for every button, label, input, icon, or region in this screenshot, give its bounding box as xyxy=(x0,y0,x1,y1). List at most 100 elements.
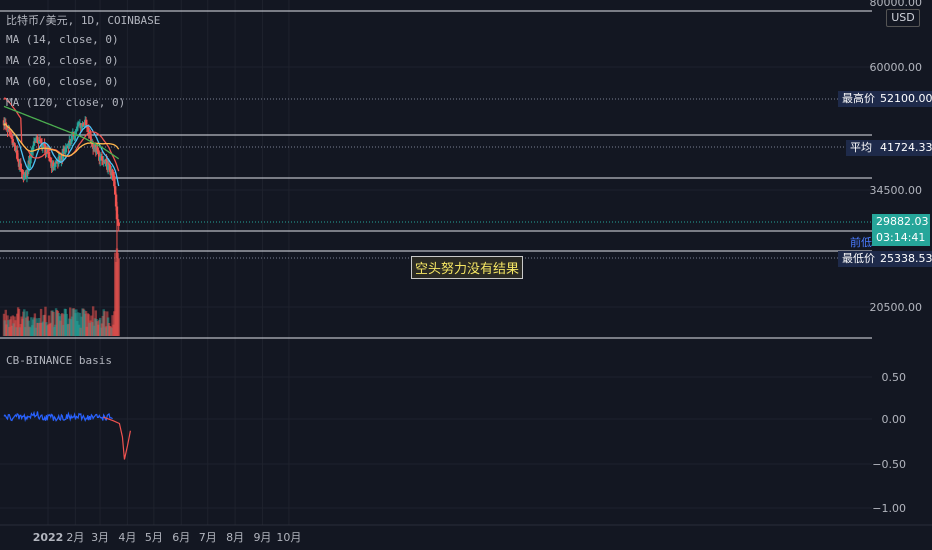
candle-body xyxy=(113,186,117,195)
candle-body xyxy=(74,131,77,137)
time-tick-label: 8月 xyxy=(226,531,244,544)
candle-body xyxy=(117,222,120,226)
candle-body xyxy=(65,147,68,149)
candle-body xyxy=(106,163,110,170)
volume-bar xyxy=(4,309,7,336)
candle-body xyxy=(87,128,90,135)
candle-body xyxy=(107,163,111,165)
candle-body xyxy=(112,175,115,177)
price-tick-label: 60000.00 xyxy=(870,61,923,74)
symbol-title[interactable]: 比特币/美元, 1D, COINBASE xyxy=(6,14,161,27)
candle-body xyxy=(69,141,73,143)
volume-bar xyxy=(23,309,26,336)
candle-body xyxy=(8,129,11,132)
time-tick-label: 2月 xyxy=(66,531,84,544)
low-label-tag: 最低价 xyxy=(838,251,879,267)
annotation-note[interactable]: 空头努力没有结果 xyxy=(411,256,524,279)
volume-bar xyxy=(44,306,47,336)
candle-body xyxy=(83,125,86,127)
candle-body xyxy=(36,136,39,143)
candle-body xyxy=(41,145,45,148)
candle-body xyxy=(68,140,71,149)
price-tick-label: 20500.00 xyxy=(870,301,923,314)
volume-bar xyxy=(117,258,120,336)
grid-lines xyxy=(0,0,872,525)
volume-bar xyxy=(91,306,95,336)
candle-body xyxy=(11,139,15,145)
high-label-tag: 最高价 xyxy=(838,91,879,107)
basis-tick-label: −1.00 xyxy=(872,502,906,515)
candle-body xyxy=(115,206,119,220)
candle-body xyxy=(96,147,99,152)
candle-body xyxy=(116,219,120,223)
candle-body xyxy=(16,150,19,159)
indicator-legend[interactable]: CB-BINANCE basis xyxy=(6,354,112,367)
time-tick-label: 9月 xyxy=(253,531,271,544)
candle-body xyxy=(47,151,51,159)
volume-bar xyxy=(61,313,64,336)
basis-tick-label: −0.50 xyxy=(872,458,906,471)
candle-body xyxy=(80,124,83,128)
volume-bars xyxy=(2,248,120,336)
basis-tick-label: 0.00 xyxy=(882,413,907,426)
basis-tick-label: 0.50 xyxy=(882,371,907,384)
candle-body xyxy=(90,138,93,143)
candle-body xyxy=(73,136,76,138)
candle-body xyxy=(76,124,80,127)
basis-line xyxy=(3,410,132,460)
candle-body xyxy=(101,160,105,162)
candle-body xyxy=(9,135,13,138)
candle-body xyxy=(8,131,12,136)
countdown-tag: 03:14:41 xyxy=(872,230,930,246)
volume-bar xyxy=(103,311,106,336)
currency-button[interactable]: USD xyxy=(886,9,920,27)
candlesticks xyxy=(2,116,120,258)
candle-body xyxy=(14,145,17,152)
time-tick-label: 10月 xyxy=(276,531,301,544)
candle-body xyxy=(105,159,108,161)
ma60-legend[interactable]: MA (60, close, 0) xyxy=(6,75,119,88)
volume-bar xyxy=(78,312,82,336)
basis-line-positive xyxy=(3,410,113,423)
candle-body xyxy=(16,158,20,162)
candle-body xyxy=(53,166,56,168)
time-tick-label: 7月 xyxy=(199,531,217,544)
time-tick-label: 2022 xyxy=(33,531,64,544)
candle-body xyxy=(39,140,43,143)
ma14-line xyxy=(3,122,120,187)
ma60-line xyxy=(3,122,120,157)
candle-body xyxy=(57,156,60,164)
ma120-line xyxy=(3,105,120,160)
candle-body xyxy=(49,161,52,163)
candle-body xyxy=(91,142,95,149)
candle-body xyxy=(114,194,118,207)
candle-body xyxy=(84,119,88,125)
candle-body xyxy=(34,138,37,142)
price-tick-label: 80000.00 xyxy=(870,0,923,9)
volume-bar xyxy=(33,313,37,336)
volume-bar xyxy=(98,317,102,336)
avg-label-tag: 平均 xyxy=(846,140,876,156)
candle-body xyxy=(52,162,55,168)
candle-body xyxy=(32,141,36,146)
candle-body xyxy=(19,163,22,170)
low-value-tag: 25338.53 xyxy=(876,251,932,267)
candle-body xyxy=(31,145,35,150)
candle-body xyxy=(113,176,116,187)
time-tick-label: 6月 xyxy=(172,531,190,544)
candle-body xyxy=(92,147,96,149)
candle-body xyxy=(44,145,47,154)
ma14-legend[interactable]: MA (14, close, 0) xyxy=(6,33,119,46)
candle-body xyxy=(10,137,14,140)
candle-body xyxy=(98,152,101,161)
volume-bar xyxy=(39,308,43,336)
horizontal-levels xyxy=(0,10,872,259)
ma120-legend[interactable]: MA (120, close, 0) xyxy=(6,96,126,109)
candle-body xyxy=(53,162,57,167)
ma28-legend[interactable]: MA (28, close, 0) xyxy=(6,54,119,67)
candle-body xyxy=(86,127,90,129)
candle-body xyxy=(27,160,30,172)
moving-averages xyxy=(3,97,120,187)
